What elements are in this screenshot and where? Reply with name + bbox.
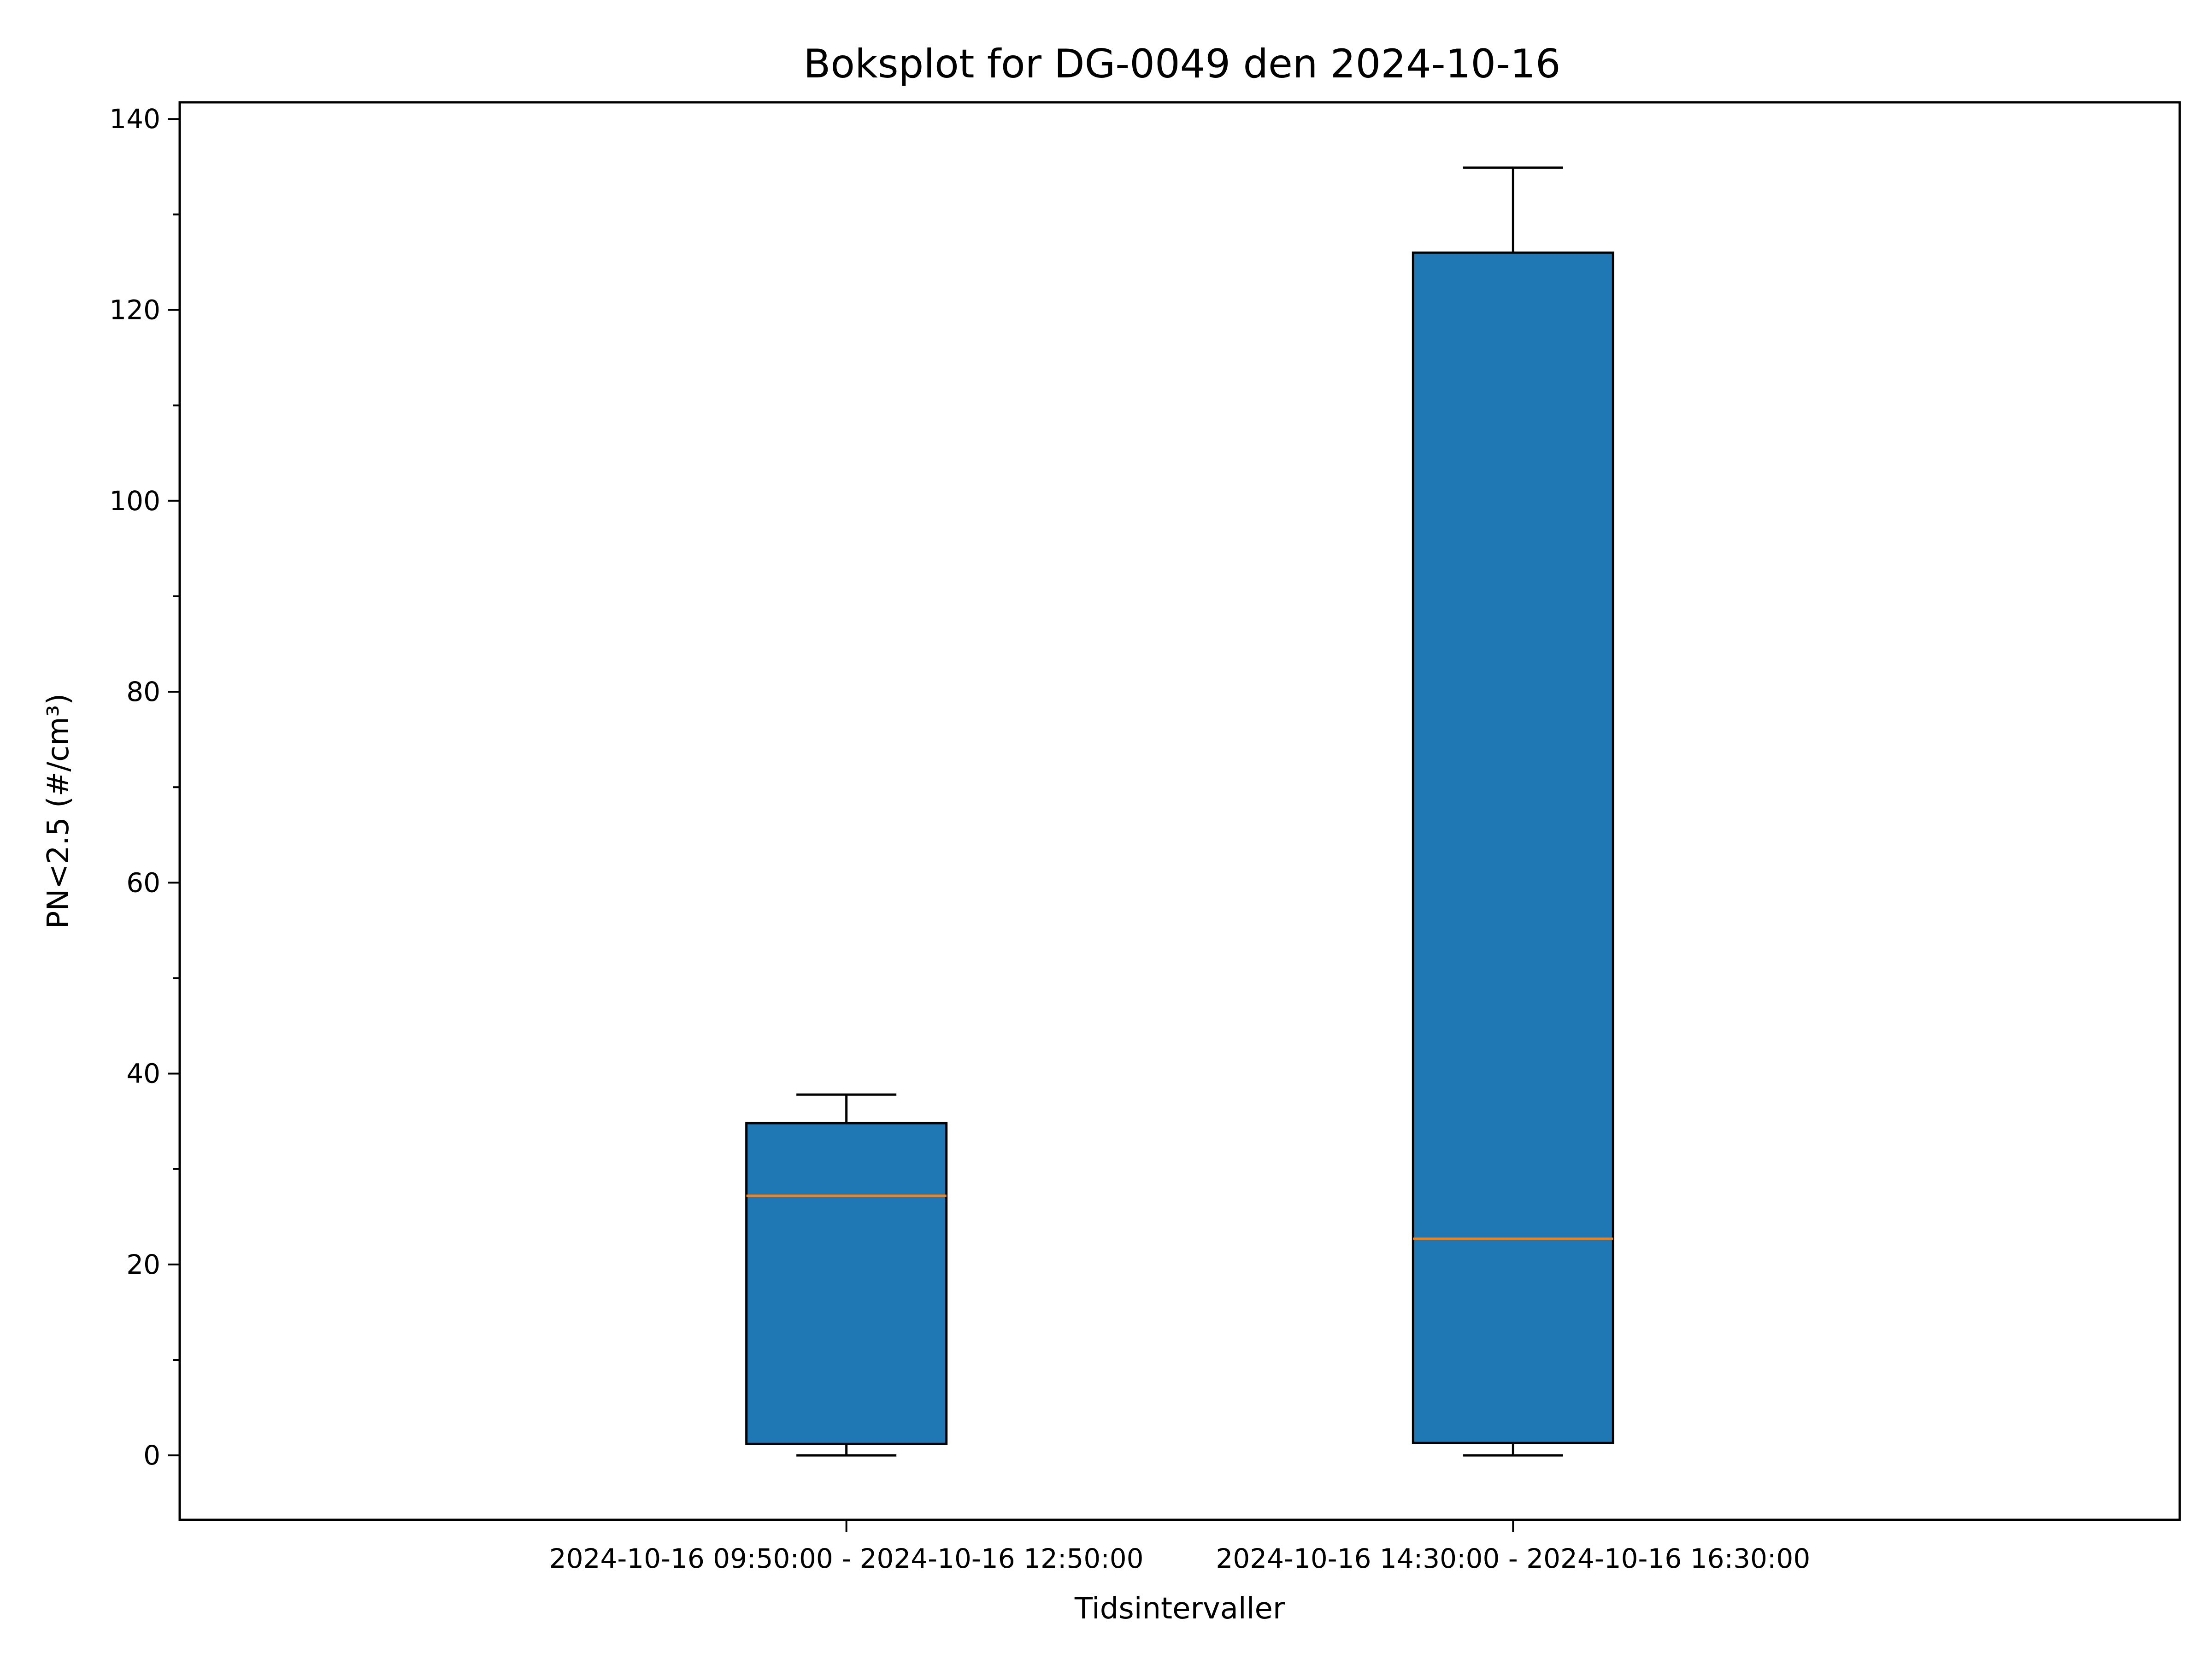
y-tick-label: 80 [126, 676, 160, 707]
plot-frame [178, 101, 2181, 1521]
x-axis-ticks: 2024-10-16 09:50:00 - 2024-10-16 12:50:0… [549, 1520, 1810, 1574]
y-tick-label: 60 [126, 867, 160, 898]
box-group [745, 166, 1614, 1457]
y-axis-label: PN<2.5 (#/cm³) [41, 694, 76, 929]
box-2 [1412, 166, 1614, 1457]
y-axis-ticks: 0 20 40 60 80 100 120 140 [109, 103, 180, 1471]
y-tick-label: 40 [126, 1058, 160, 1089]
y-tick-label: 120 [109, 294, 160, 326]
y-tick-label: 0 [143, 1440, 160, 1471]
x-tick-label: 2024-10-16 14:30:00 - 2024-10-16 16:30:0… [1216, 1543, 1810, 1574]
iqr-box [1412, 251, 1614, 1444]
y-tick-label: 100 [109, 485, 160, 517]
box-1 [745, 1093, 948, 1457]
y-tick-label: 20 [126, 1249, 160, 1280]
chart-title: Boksplot for DG-0049 den 2024-10-16 [803, 41, 1560, 87]
x-tick-label: 2024-10-16 09:50:00 - 2024-10-16 12:50:0… [549, 1543, 1144, 1574]
x-axis-label: Tidsintervaller [1074, 1592, 1285, 1626]
iqr-box [745, 1122, 948, 1445]
y-tick-label: 140 [109, 103, 160, 135]
